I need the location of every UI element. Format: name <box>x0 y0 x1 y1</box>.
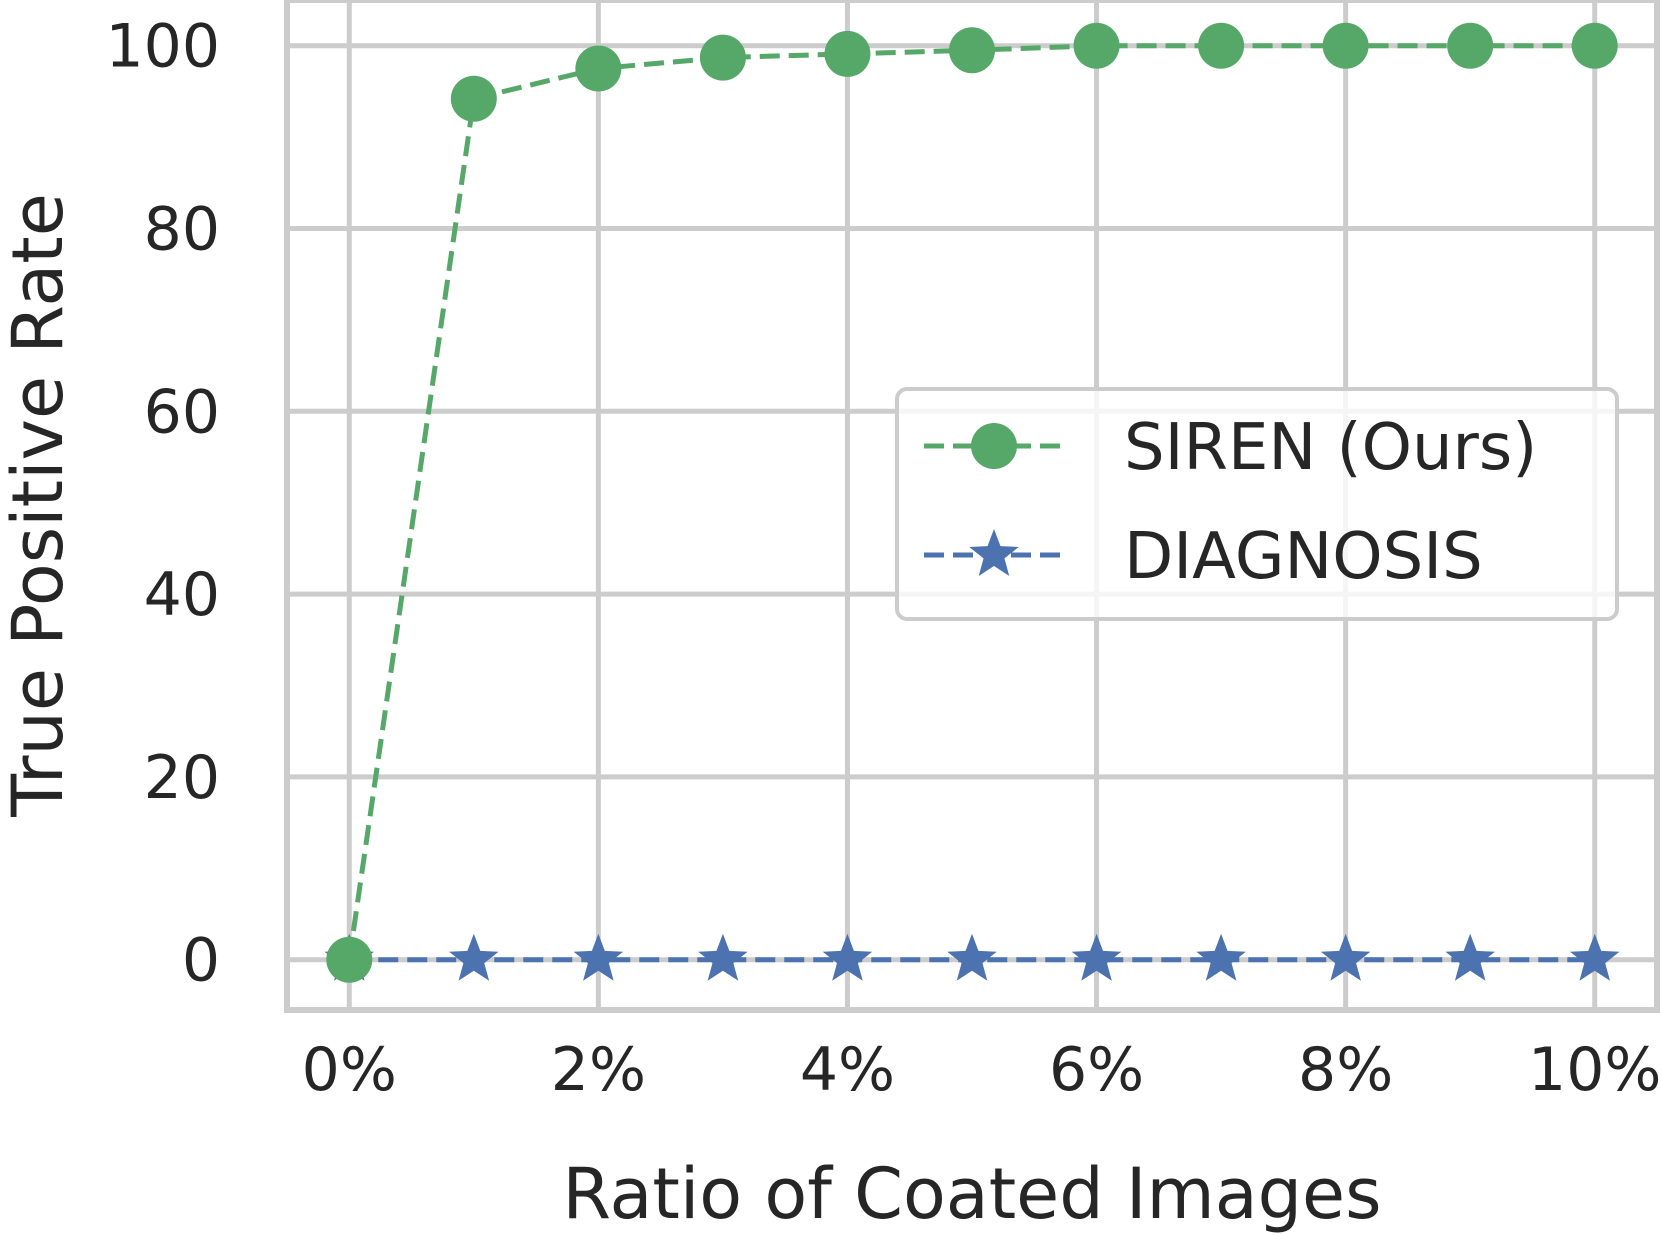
data-point <box>575 45 622 92</box>
y-axis-ticks: 0 20 40 60 80 100 <box>105 12 220 996</box>
data-point <box>1071 933 1122 981</box>
series-siren-ours <box>326 22 1618 983</box>
x-tick-label: 2% <box>551 1035 646 1105</box>
y-tick-label: 0 <box>182 926 220 996</box>
y-axis-label: True Positive Rate <box>0 193 79 818</box>
legend-entry: SIREN (Ours) <box>924 411 1537 485</box>
x-tick-label: 10% <box>1528 1035 1661 1105</box>
data-point <box>1571 22 1618 69</box>
x-tick-label: 0% <box>302 1035 397 1105</box>
legend-entries: SIREN (Ours) DIAGNOSIS <box>924 411 1537 594</box>
data-point <box>1322 22 1369 69</box>
data-point <box>822 933 873 981</box>
y-tick-label: 40 <box>144 560 220 630</box>
data-point <box>573 933 624 981</box>
plot-area-frame <box>284 0 1660 1013</box>
data-point <box>1198 22 1245 69</box>
x-tick-label: 4% <box>800 1035 895 1105</box>
data-point <box>1570 933 1620 981</box>
data-point <box>326 936 373 983</box>
data-point <box>698 933 748 981</box>
data-point <box>949 27 995 74</box>
data-point <box>1320 933 1371 981</box>
data-point <box>449 933 499 981</box>
y-tick-label: 60 <box>144 377 220 447</box>
x-tick-label: 8% <box>1298 1035 1393 1105</box>
legend-label: SIREN (Ours) <box>1124 411 1537 485</box>
legend-marker <box>971 423 1017 469</box>
y-tick-label: 20 <box>144 743 220 813</box>
data-point <box>699 34 746 81</box>
y-tick-label: 80 <box>144 195 220 265</box>
y-tick-label: 100 <box>105 12 220 82</box>
legend-label: DIAGNOSIS <box>1124 520 1483 594</box>
series-layer <box>324 22 1620 983</box>
data-point <box>1447 22 1494 69</box>
legend-box <box>895 387 1619 621</box>
data-point <box>1196 933 1246 981</box>
data-point <box>450 75 497 122</box>
data-point <box>1073 22 1120 69</box>
legend-marker <box>969 529 1019 577</box>
data-point <box>947 933 997 981</box>
x-axis-label: Ratio of Coated Images <box>562 1153 1381 1234</box>
data-point <box>1445 933 1495 981</box>
x-tick-label: 6% <box>1049 1035 1144 1105</box>
legend: SIREN (Ours) DIAGNOSIS <box>895 387 1619 621</box>
x-axis-ticks: 0% 2% 4% 6% 8% 10% <box>302 1035 1661 1105</box>
legend-entry: DIAGNOSIS <box>924 520 1483 594</box>
data-point <box>824 30 871 77</box>
